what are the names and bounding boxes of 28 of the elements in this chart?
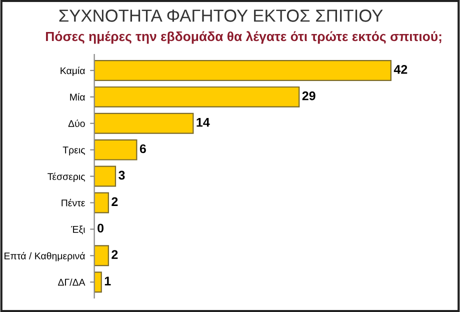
bar [94, 86, 300, 108]
y-tick-label: Καμία [60, 66, 85, 76]
data-label: 1 [104, 276, 111, 286]
bar [94, 192, 109, 214]
chart-title: ΣΥΧΝΟΤΗΤΑ ΦΑΓΗΤΟΥ ΕΚΤΟΣ ΣΠΙΤΙΟΥ [59, 10, 383, 22]
y-tick-label: Πέντε [62, 198, 86, 206]
bar [94, 245, 109, 266]
chart-subtitle: Πόσες ημέρες την εβδομάδα θα λέγατε ότι τρώτε εκτός σπιτιού; [46, 31, 442, 44]
y-tick-label: ΔΓ/ΔΑ [58, 278, 86, 286]
y-tick-label: Τρεις [62, 146, 85, 156]
y-tick-label: Έξι [71, 226, 85, 234]
y-tick-label: Τέσσερις [48, 172, 85, 182]
bar [94, 139, 138, 160]
bar [94, 166, 116, 187]
y-tick-label: Επτά / Καθημερινά [4, 252, 85, 262]
data-label: 29 [302, 91, 316, 100]
data-label: 3 [118, 170, 125, 180]
data-label: 0 [98, 224, 104, 233]
bar [94, 60, 392, 81]
y-tick-label: Δύο [68, 120, 85, 127]
bar [94, 112, 194, 134]
data-label: 2 [112, 197, 118, 206]
bar [94, 272, 102, 293]
data-label: 2 [112, 250, 118, 259]
data-label: 6 [140, 144, 146, 154]
y-tick-label: Μία [70, 93, 85, 101]
data-label: 42 [394, 64, 408, 74]
data-label: 14 [196, 118, 210, 127]
